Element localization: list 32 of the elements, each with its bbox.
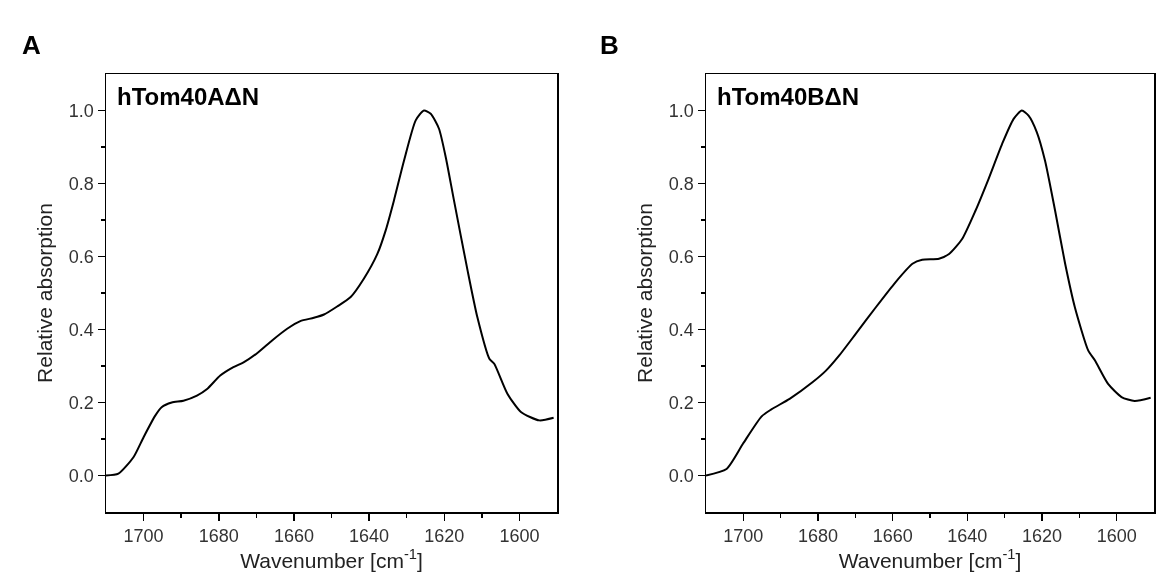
x-tick-label: 1660	[273, 526, 314, 547]
x-tick-label: 1640	[349, 526, 390, 547]
y-axis-title: Relative absorption	[33, 203, 57, 383]
y-tick-label: 0.0	[668, 465, 694, 486]
annotation: hTom40AΔN	[117, 83, 260, 110]
y-tick-label: 0.8	[68, 173, 94, 194]
chart-title: A	[22, 30, 41, 61]
x-tick-label: 1640	[947, 526, 988, 547]
y-tick-label: 0.8	[668, 173, 694, 194]
y-tick-label: 0.4	[668, 319, 694, 340]
x-tick-label: 1620	[424, 526, 465, 547]
chart-title: B	[600, 30, 619, 61]
y-tick-label: 0.2	[68, 392, 94, 413]
x-tick-label: 1700	[723, 526, 764, 547]
x-tick-label: 1660	[872, 526, 913, 547]
y-tick-label: 0.4	[68, 319, 94, 340]
x-axis-title: Wavenumber [cm$^{-1}$]	[838, 546, 1022, 573]
x-tick-label: 1600	[499, 526, 540, 547]
y-tick-label: 0.6	[668, 246, 694, 267]
y-tick-label: 0.0	[68, 465, 94, 486]
x-tick-label: 1700	[123, 526, 164, 547]
annotation: hTom40BΔN	[717, 83, 860, 110]
y-tick-label: 0.6	[68, 246, 94, 267]
x-tick-label: 1680	[198, 526, 239, 547]
x-axis-title: Wavenumber [cm$^{-1}$]	[240, 546, 423, 573]
x-tick-label: 1620	[1021, 526, 1063, 547]
y-axis-title: Relative absorption	[633, 203, 657, 383]
x-tick-label: 1600	[1096, 526, 1137, 547]
y-tick-label: 1.0	[668, 100, 694, 121]
y-tick-label: 0.2	[668, 392, 694, 413]
y-tick-label: 1.0	[68, 100, 94, 121]
x-tick-label: 1680	[797, 526, 839, 547]
